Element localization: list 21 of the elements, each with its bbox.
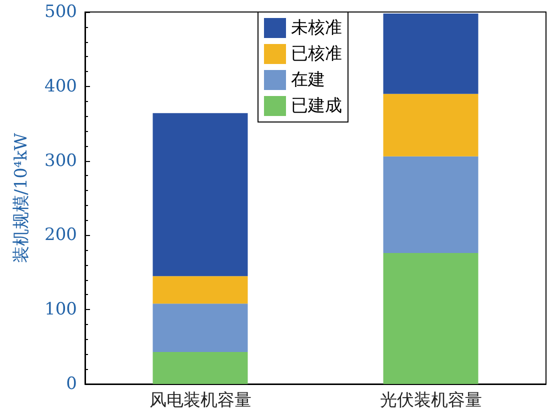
x-tick-label: 风电装机容量	[149, 390, 252, 410]
x-tick-label: 光伏装机容量	[380, 390, 482, 410]
y-tick-label: 500	[44, 2, 77, 22]
bar	[152, 304, 248, 352]
legend-label: 未核准	[291, 18, 342, 38]
y-axis-title: 装机规模/10⁴kW	[12, 132, 32, 263]
bar	[152, 276, 248, 304]
y-tick-label: 300	[44, 150, 77, 171]
bar	[383, 253, 478, 384]
bar	[383, 13, 478, 94]
y-tick-label: 0	[66, 374, 77, 394]
y-tick-label: 400	[44, 76, 77, 96]
bar	[152, 352, 248, 384]
legend-label: 在建	[291, 70, 325, 90]
bar	[383, 94, 478, 156]
y-tick-label: 200	[44, 225, 77, 246]
bar	[152, 113, 248, 276]
y-tick-label: 100	[44, 300, 77, 320]
legend-label: 已核准	[291, 44, 342, 64]
legend-label: 已建成	[291, 96, 342, 116]
bar	[383, 156, 478, 254]
